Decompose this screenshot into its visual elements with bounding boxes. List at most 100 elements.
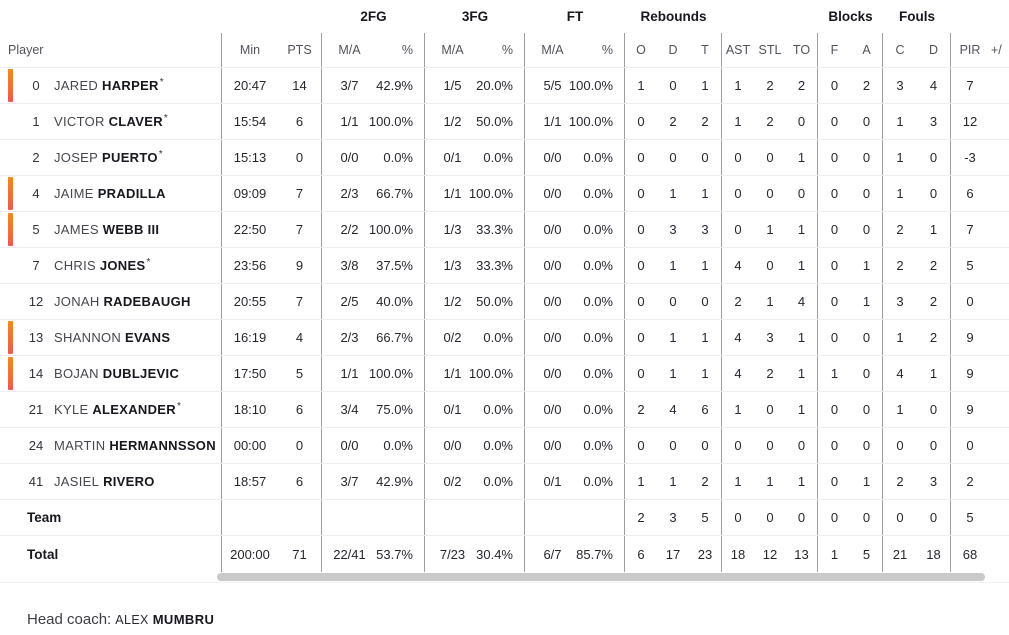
stat-ftma: 0/0	[543, 222, 562, 237]
player-last-name: JONES	[95, 258, 146, 273]
stat-rd: 0	[669, 150, 677, 165]
stat-fg2ma	[322, 500, 377, 535]
stat-rt: 0	[689, 284, 722, 319]
stat-to: 1	[786, 140, 818, 175]
stat-ftma: 0/0	[543, 402, 562, 417]
player-cell: Team	[0, 500, 222, 535]
player-row: 4 JAIME PRADILLA 09:09 7 2/3 66.7% 1/1 100.0% 0/…	[0, 176, 1009, 212]
stat-bf: 0	[830, 402, 839, 417]
stat-stl: 0	[766, 510, 774, 525]
stat-pm	[989, 356, 1009, 391]
stat-rt: 2	[689, 464, 722, 499]
stat-fg3pct: 50.0%	[476, 284, 525, 319]
player-name: BOJAN DUBLJEVIC	[54, 366, 179, 381]
stat-ast: 0	[734, 186, 742, 201]
player-name: CHRIS JONES*	[54, 256, 151, 273]
stat-pir: 0	[966, 294, 974, 309]
stat-fg2pct: 100.0%	[369, 356, 425, 391]
starter-asterisk: *	[146, 256, 151, 268]
stat-fg3ma: 0/2	[443, 330, 462, 345]
player-cell: 12 JONAH RADEBAUGH	[0, 284, 222, 319]
stat-rd: 4	[669, 402, 677, 417]
stat-rt: 23	[689, 536, 722, 572]
stat-fg3pct: 20.0%	[476, 68, 525, 103]
stat-fd: 2	[917, 320, 951, 355]
stat-ro: 2	[637, 402, 645, 417]
head-coach-line: Head coach: ALEX MUMBRU	[27, 611, 214, 628]
player-row: 7 CHRIS JONES* 23:56 9 3/8 37.5% 1/3 33.3% 0/0 0.…	[0, 248, 1009, 284]
stat-stl: 3	[766, 330, 774, 345]
stat-fg2pct: 0.0%	[377, 140, 425, 175]
stat-pir: 6	[966, 186, 974, 201]
stat-fc: 2	[896, 258, 904, 273]
stat-rd: 3	[669, 510, 677, 525]
stat-pts: 9	[278, 248, 322, 283]
stat-fg3pct: 33.3%	[476, 248, 525, 283]
col-header-2fg-ma: M/A	[338, 43, 361, 57]
stat-fg3pct: 33.3%	[476, 212, 525, 247]
stat-rd: 1	[669, 366, 677, 381]
stat-fg2ma: 3/4	[340, 402, 359, 417]
stat-fg2pct	[377, 500, 425, 535]
col-header-pts: PTS	[278, 33, 322, 67]
stat-fg3pct: 0.0%	[480, 140, 525, 175]
player-cell: 1 VICTOR CLAVER*	[0, 104, 222, 139]
col-header-3fg-ma: M/A	[441, 43, 464, 57]
stat-fg3pct: 0.0%	[480, 392, 525, 427]
stat-fg3pct: 50.0%	[476, 104, 525, 139]
stat-ba: 0	[851, 212, 883, 247]
stat-fg3ma: 0/1	[443, 402, 462, 417]
stat-fc: 3	[896, 294, 904, 309]
stat-ro: 0	[637, 438, 645, 453]
on-court-indicator	[8, 321, 13, 354]
stat-pir: 12	[962, 114, 978, 129]
stat-stl: 2	[766, 114, 774, 129]
stat-ba: 5	[851, 536, 883, 572]
stat-fg3ma	[425, 500, 480, 535]
starter-asterisk: *	[158, 148, 163, 160]
stat-pm	[989, 320, 1009, 355]
stat-min	[222, 500, 278, 535]
stat-rd: 1	[669, 186, 677, 201]
col-header-foul-d: D	[917, 33, 951, 67]
stat-stl: 1	[766, 474, 774, 489]
group-header-3fg: 3FG	[461, 9, 489, 24]
player-number: 2	[32, 150, 40, 165]
stat-to: 1	[786, 320, 818, 355]
stat-rd: 3	[669, 222, 677, 237]
stat-fd: 0	[917, 428, 951, 463]
stat-stl: 2	[766, 366, 774, 381]
stat-rd: 1	[669, 258, 677, 273]
stat-fd: 18	[917, 536, 951, 572]
stat-min: 17:50	[233, 366, 267, 381]
stat-ast: 0	[734, 150, 742, 165]
group-header-row: 2FG 3FG FT Rebounds Blocks Fouls	[0, 0, 1009, 33]
col-header-3fg-pct: %	[480, 33, 525, 67]
player-first-name: BOJAN	[54, 366, 99, 381]
on-court-indicator	[8, 177, 13, 210]
horizontal-scrollbar-thumb[interactable]	[217, 573, 985, 581]
player-name: KYLE ALEXANDER*	[54, 401, 181, 417]
stat-pir: 2	[966, 474, 974, 489]
stat-fg2pct: 100.0%	[369, 212, 425, 247]
stat-ro: 0	[637, 258, 645, 273]
player-cell: 13 SHANNON EVANS	[0, 320, 222, 355]
stat-ftpct: 0.0%	[580, 356, 625, 391]
stat-ast: 0	[734, 222, 742, 237]
stat-fd: 0	[917, 392, 951, 427]
stat-bf: 1	[830, 546, 839, 562]
stat-ba: 2	[851, 68, 883, 103]
stat-to: 4	[786, 284, 818, 319]
stat-ba: 0	[851, 140, 883, 175]
stat-to: 1	[786, 464, 818, 499]
stat-ftpct: 0.0%	[580, 320, 625, 355]
stat-fg2ma: 3/7	[340, 474, 359, 489]
stat-stl: 2	[766, 78, 774, 93]
stat-min: 200:00	[230, 546, 270, 562]
stat-ba: 1	[851, 284, 883, 319]
stat-pm	[989, 500, 1009, 535]
player-first-name: JASIEL	[54, 474, 100, 489]
player-cell: 7 CHRIS JONES*	[0, 248, 222, 283]
player-cell: 21 KYLE ALEXANDER*	[0, 392, 222, 427]
stat-ba: 1	[851, 464, 883, 499]
